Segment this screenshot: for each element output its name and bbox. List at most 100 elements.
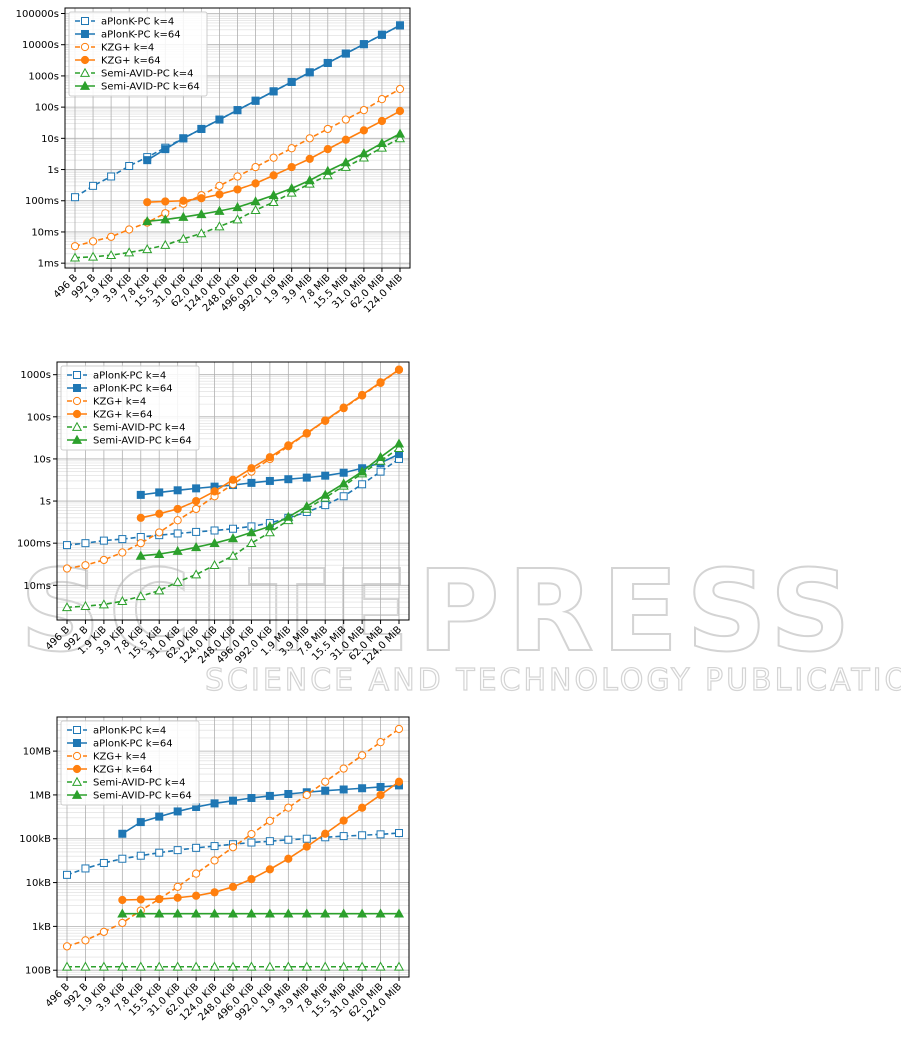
data-point <box>358 803 367 812</box>
data-point <box>228 843 238 852</box>
data-point <box>227 550 239 560</box>
legend-box <box>60 365 200 451</box>
data-point <box>265 837 274 846</box>
legend-label: aPlonK-PC k=64 <box>93 384 173 395</box>
data-point <box>264 521 275 531</box>
legend-label: KZG+ k=4 <box>93 752 146 763</box>
data-point <box>358 148 369 158</box>
data-point <box>63 870 71 879</box>
data-point <box>247 874 256 884</box>
legend: aPlonK-PC k=4 aPlonK-PC k=64 KZG+ k=4 KZG+ … <box>60 365 200 451</box>
data-point <box>341 135 350 144</box>
series-1 <box>143 21 404 165</box>
data-point <box>247 478 256 487</box>
series-line <box>122 781 400 901</box>
data-point <box>197 194 206 203</box>
data-point <box>197 124 206 133</box>
data-point <box>341 115 350 124</box>
data-point <box>393 438 405 448</box>
data-point <box>377 30 386 39</box>
data-point <box>63 541 71 550</box>
data-point <box>118 535 127 544</box>
data-point <box>178 211 189 221</box>
y-tick-label: 10ms <box>23 581 51 592</box>
legend-marker <box>72 751 82 761</box>
data-point <box>135 550 146 560</box>
data-point <box>339 832 348 841</box>
data-point <box>376 142 387 152</box>
data-point <box>210 888 219 897</box>
data-point <box>142 216 153 226</box>
data-point <box>179 196 188 205</box>
legend-marker <box>72 396 82 406</box>
legend-label: aPlonK-PC k=4 <box>93 726 166 737</box>
legend-label: Semi-AVID-PC k=4 <box>93 423 185 434</box>
data-point <box>358 784 367 793</box>
data-point <box>359 106 368 115</box>
data-point <box>155 509 164 518</box>
data-point <box>209 961 220 971</box>
data-point <box>232 214 243 224</box>
data-point <box>107 232 116 241</box>
data-point <box>136 539 145 548</box>
data-point <box>340 161 351 171</box>
data-point <box>173 846 182 855</box>
data-point <box>264 961 275 971</box>
data-point <box>396 21 404 30</box>
data-point <box>376 790 385 800</box>
data-point <box>357 961 368 971</box>
data-point <box>61 602 73 612</box>
data-point <box>81 561 90 570</box>
data-point <box>394 128 406 138</box>
data-point <box>320 489 331 499</box>
legend-label: Semi-AVID-PC k=64 <box>93 791 192 802</box>
series-2 <box>70 84 405 251</box>
data-point <box>143 198 152 207</box>
data-point <box>117 595 128 606</box>
data-point <box>377 95 387 104</box>
data-point <box>233 106 242 115</box>
data-point <box>339 785 348 794</box>
data-point <box>143 156 152 165</box>
data-point <box>339 468 348 477</box>
legend-label: KZG+ k=4 <box>93 397 146 408</box>
legend-marker <box>81 17 89 25</box>
data-point <box>269 153 278 162</box>
series-4 <box>69 133 406 262</box>
data-point <box>173 486 182 495</box>
data-point <box>301 961 312 971</box>
data-point <box>172 576 183 586</box>
data-point <box>229 796 237 805</box>
data-point <box>172 545 183 555</box>
legend-label: aPlonK-PC k=4 <box>101 17 174 28</box>
data-point <box>321 777 330 786</box>
data-point <box>228 475 238 484</box>
watermark-sub-text: SCIENCE AND TECHNOLOGY PUBLICATIONS <box>205 663 901 698</box>
data-point <box>321 829 330 838</box>
data-point <box>375 961 386 971</box>
data-point <box>88 237 98 246</box>
data-point <box>99 858 108 867</box>
data-point <box>154 961 165 971</box>
data-point <box>250 204 261 215</box>
series-5 <box>142 128 406 226</box>
legend-marker <box>79 67 91 77</box>
legend-marker <box>79 80 91 90</box>
data-point <box>246 537 257 548</box>
y-tick-label: 10s <box>41 134 59 145</box>
data-point <box>173 516 182 525</box>
data-point <box>269 171 278 180</box>
data-point <box>154 585 165 595</box>
chart-2-container: 10ms 100ms 1s 10s 100s 1000s 496 B 992 B 1.9 KiB… <box>0 350 901 695</box>
data-point <box>99 536 108 545</box>
data-point <box>210 799 219 808</box>
data-point <box>192 869 201 878</box>
data-point <box>142 243 153 254</box>
data-point <box>338 961 349 971</box>
data-point <box>358 480 367 489</box>
data-point <box>284 854 293 863</box>
data-point <box>283 961 294 971</box>
data-point <box>155 488 164 497</box>
data-point <box>192 504 201 514</box>
chart-3-container: 100B 1kB 10kB 100kB 1MB 10MB 496 B 992 B 1.9 KiB… <box>0 695 901 1040</box>
